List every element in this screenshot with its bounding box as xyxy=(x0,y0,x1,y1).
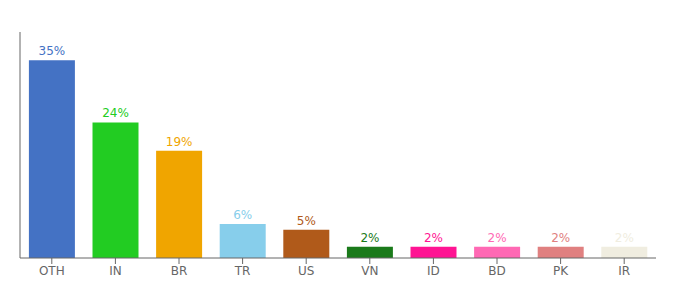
svg-text:PK: PK xyxy=(553,264,569,278)
svg-text:VN: VN xyxy=(361,264,378,278)
svg-text:BD: BD xyxy=(488,264,505,278)
svg-text:2%: 2% xyxy=(615,231,634,245)
svg-text:IN: IN xyxy=(109,264,122,278)
svg-text:ID: ID xyxy=(427,264,440,278)
svg-text:2%: 2% xyxy=(360,231,379,245)
svg-text:6%: 6% xyxy=(233,208,252,222)
svg-text:US: US xyxy=(298,264,314,278)
svg-text:35%: 35% xyxy=(39,44,66,58)
svg-text:5%: 5% xyxy=(297,214,316,228)
svg-text:IR: IR xyxy=(618,264,630,278)
svg-text:OTH: OTH xyxy=(39,264,65,278)
svg-text:BR: BR xyxy=(171,264,188,278)
svg-text:2%: 2% xyxy=(488,231,507,245)
svg-text:2%: 2% xyxy=(424,231,443,245)
svg-text:TR: TR xyxy=(234,264,251,278)
svg-text:24%: 24% xyxy=(102,106,129,120)
svg-text:19%: 19% xyxy=(166,135,193,149)
svg-text:2%: 2% xyxy=(551,231,570,245)
